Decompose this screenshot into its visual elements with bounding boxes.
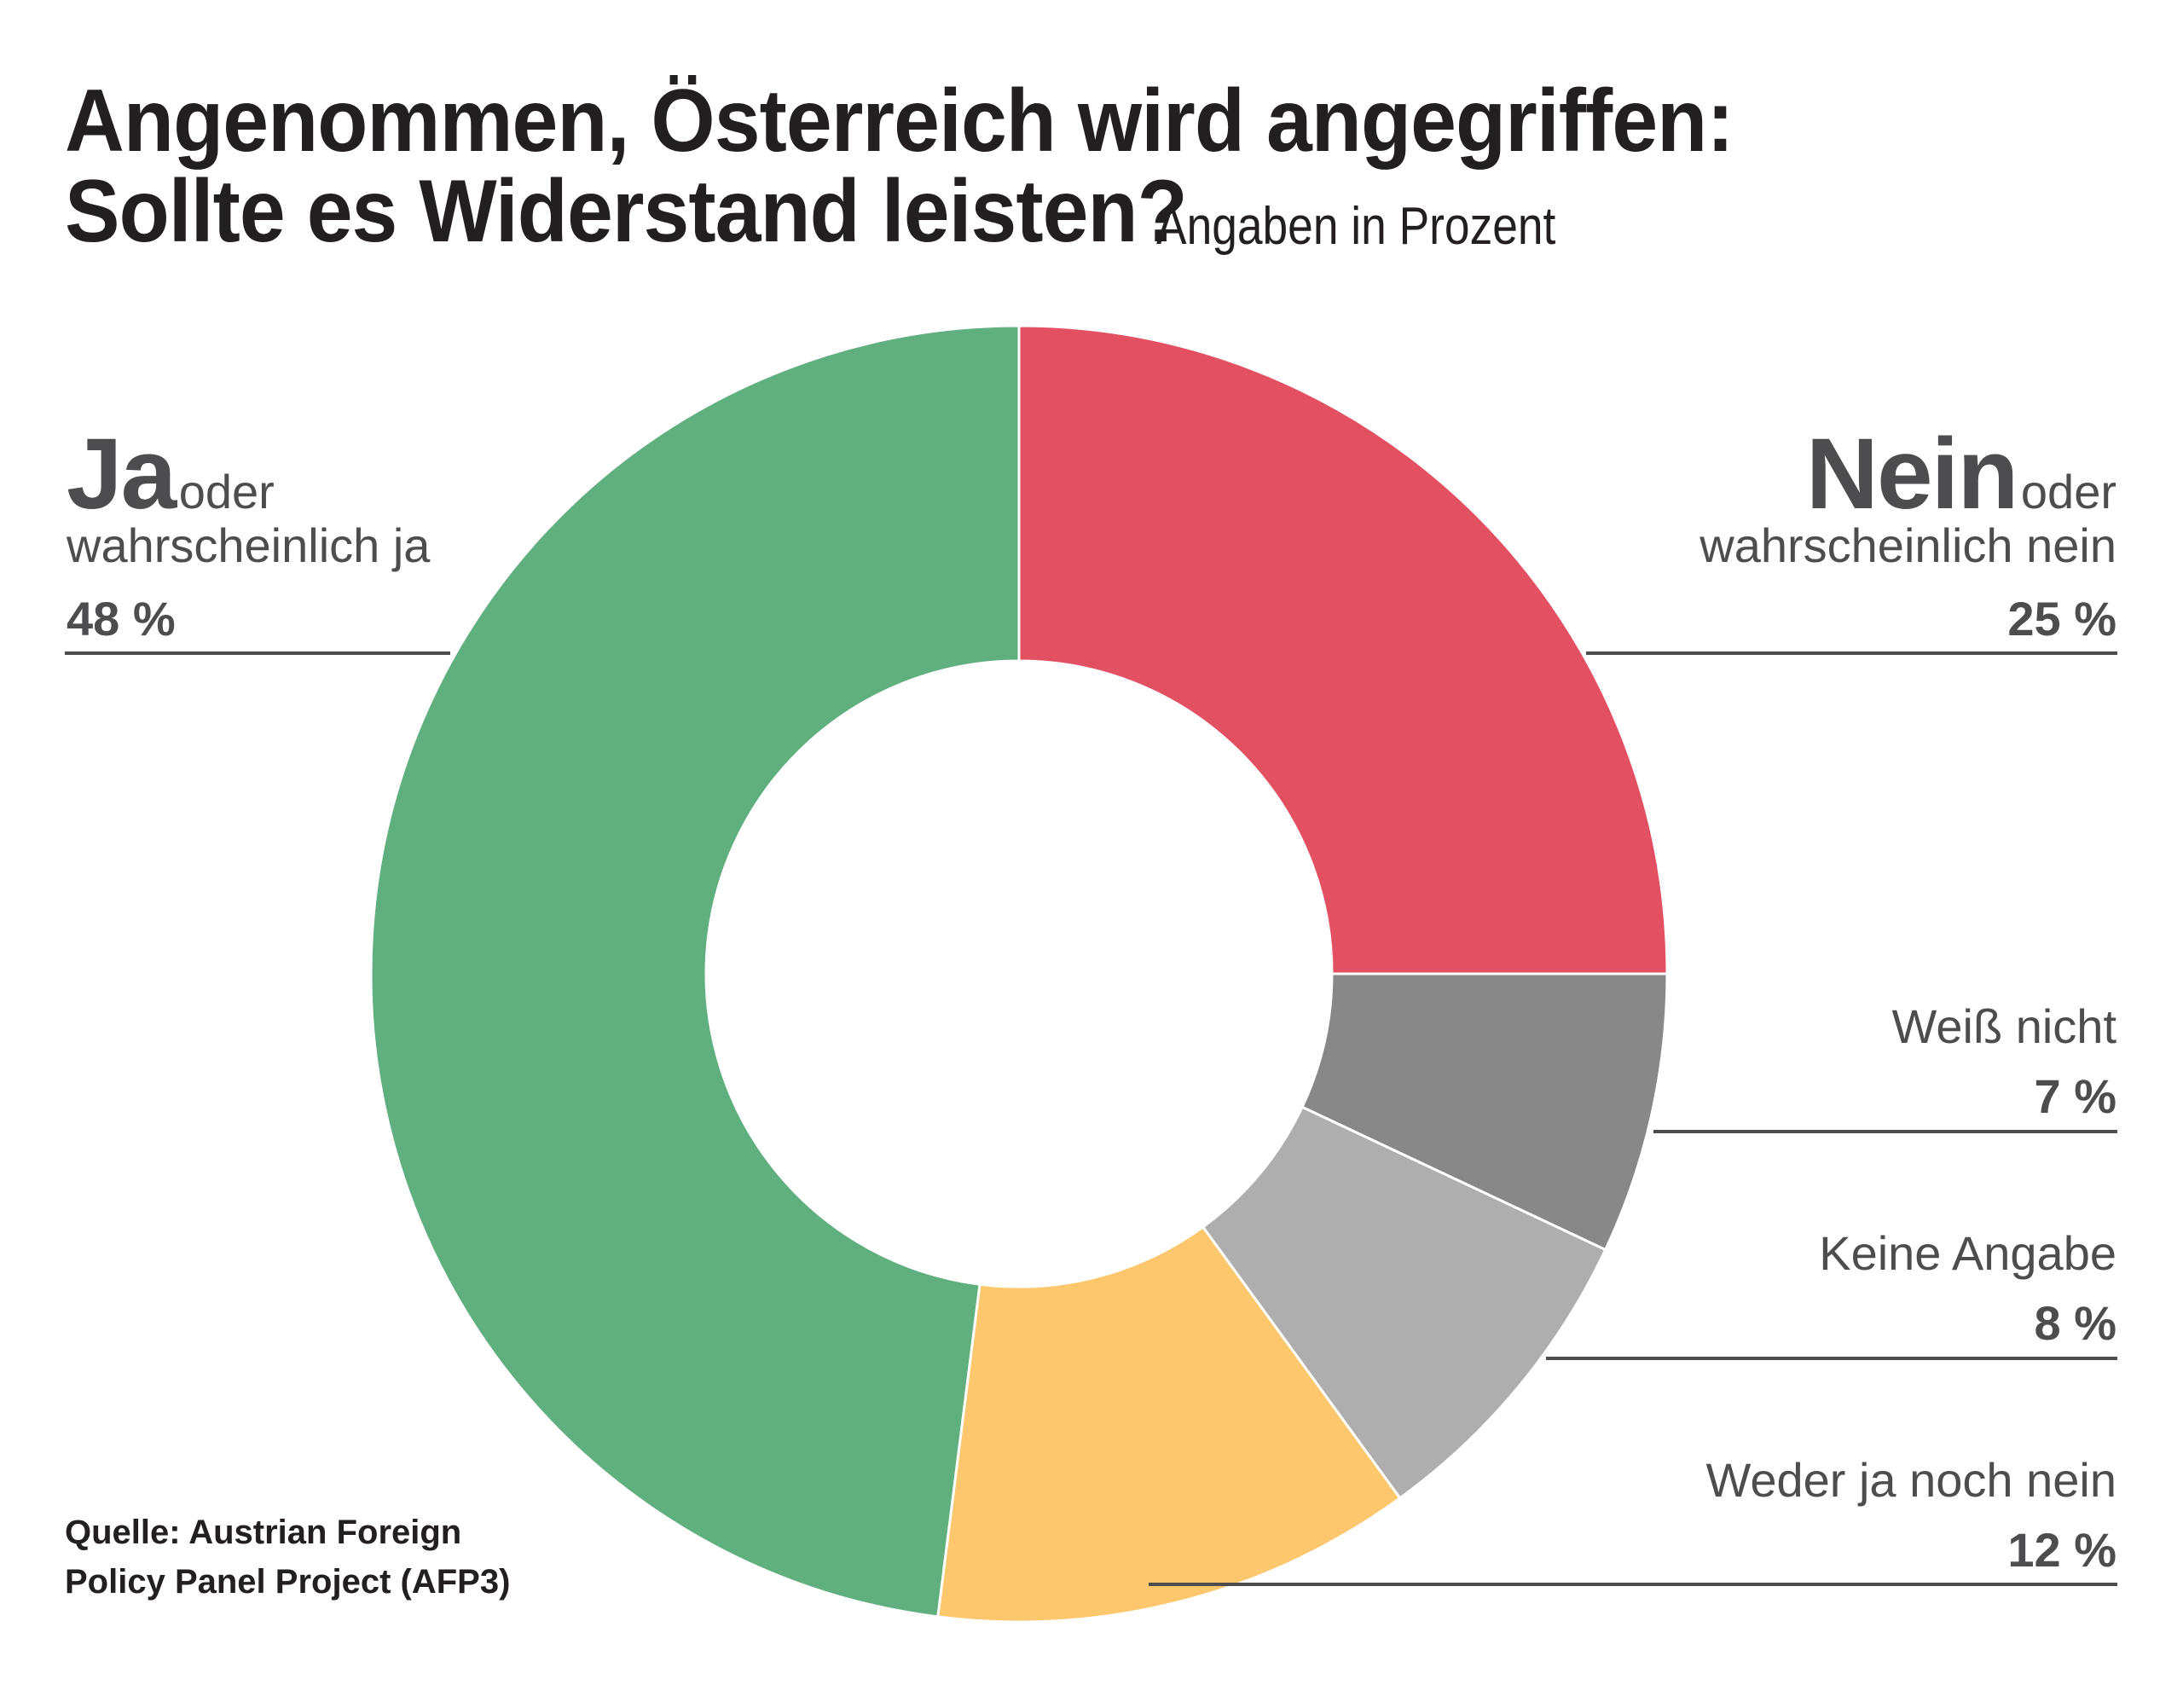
label-ja-oder: oder xyxy=(178,465,275,518)
label-ja-sub: wahrscheinlich ja xyxy=(67,518,431,572)
donut-slice-weder-ja-noch-nein xyxy=(936,1225,1402,1624)
leader-line-ja xyxy=(65,651,450,655)
leader-line-weder xyxy=(1149,1583,2117,1586)
label-nein-oder: oder xyxy=(2020,465,2116,518)
chart-subtitle: Angaben in Prozent xyxy=(1156,197,1556,256)
label-weiss-nicht-percent: 7 % xyxy=(2034,1069,2117,1123)
source-line2: Policy Panel Project (AFP3) xyxy=(65,1563,511,1601)
label-ja-percent: 48 % xyxy=(67,592,176,646)
donut-slice-keine-angabe xyxy=(1201,1105,1607,1500)
label-weiss-nicht: Weiß nicht xyxy=(1891,999,2116,1053)
label-ja-big: Ja xyxy=(67,418,177,530)
label-keine-angabe-percent: 8 % xyxy=(2034,1296,2117,1350)
source-line1: Quelle: Austrian Foreign xyxy=(65,1514,462,1551)
label-nein-big: Nein xyxy=(1805,418,2019,530)
label-nein-sub: wahrscheinlich nein xyxy=(1699,518,2116,572)
leader-line-keine-angabe xyxy=(1546,1357,2117,1360)
label-nein: Nein oder xyxy=(1806,424,2116,524)
label-keine-angabe: Keine Angabe xyxy=(1819,1226,2116,1280)
leader-line-nein xyxy=(1586,651,2117,655)
label-weder: Weder ja noch nein xyxy=(1705,1453,2117,1507)
donut-slice-nein-oder-wahrscheinlich-nein xyxy=(1017,324,1669,976)
chart-title-question: Sollte es Widerstand leisten? xyxy=(65,162,1188,261)
source-note: Quelle: Austrian Foreign Policy Panel Pr… xyxy=(65,1508,510,1607)
label-weder-percent: 12 % xyxy=(2007,1523,2116,1577)
chart-title-line2: Sollte es Widerstand leisten? xyxy=(65,167,1271,256)
chart-title-line1: Angenommen, Österreich wird angegriffen: xyxy=(65,72,1734,171)
leader-line-weiss-nicht xyxy=(1653,1130,2117,1133)
label-nein-percent: 25 % xyxy=(2007,592,2116,646)
donut-slice-ja-oder-wahrscheinlich-ja xyxy=(369,324,1021,1618)
label-ja: Ja oder xyxy=(67,424,275,524)
